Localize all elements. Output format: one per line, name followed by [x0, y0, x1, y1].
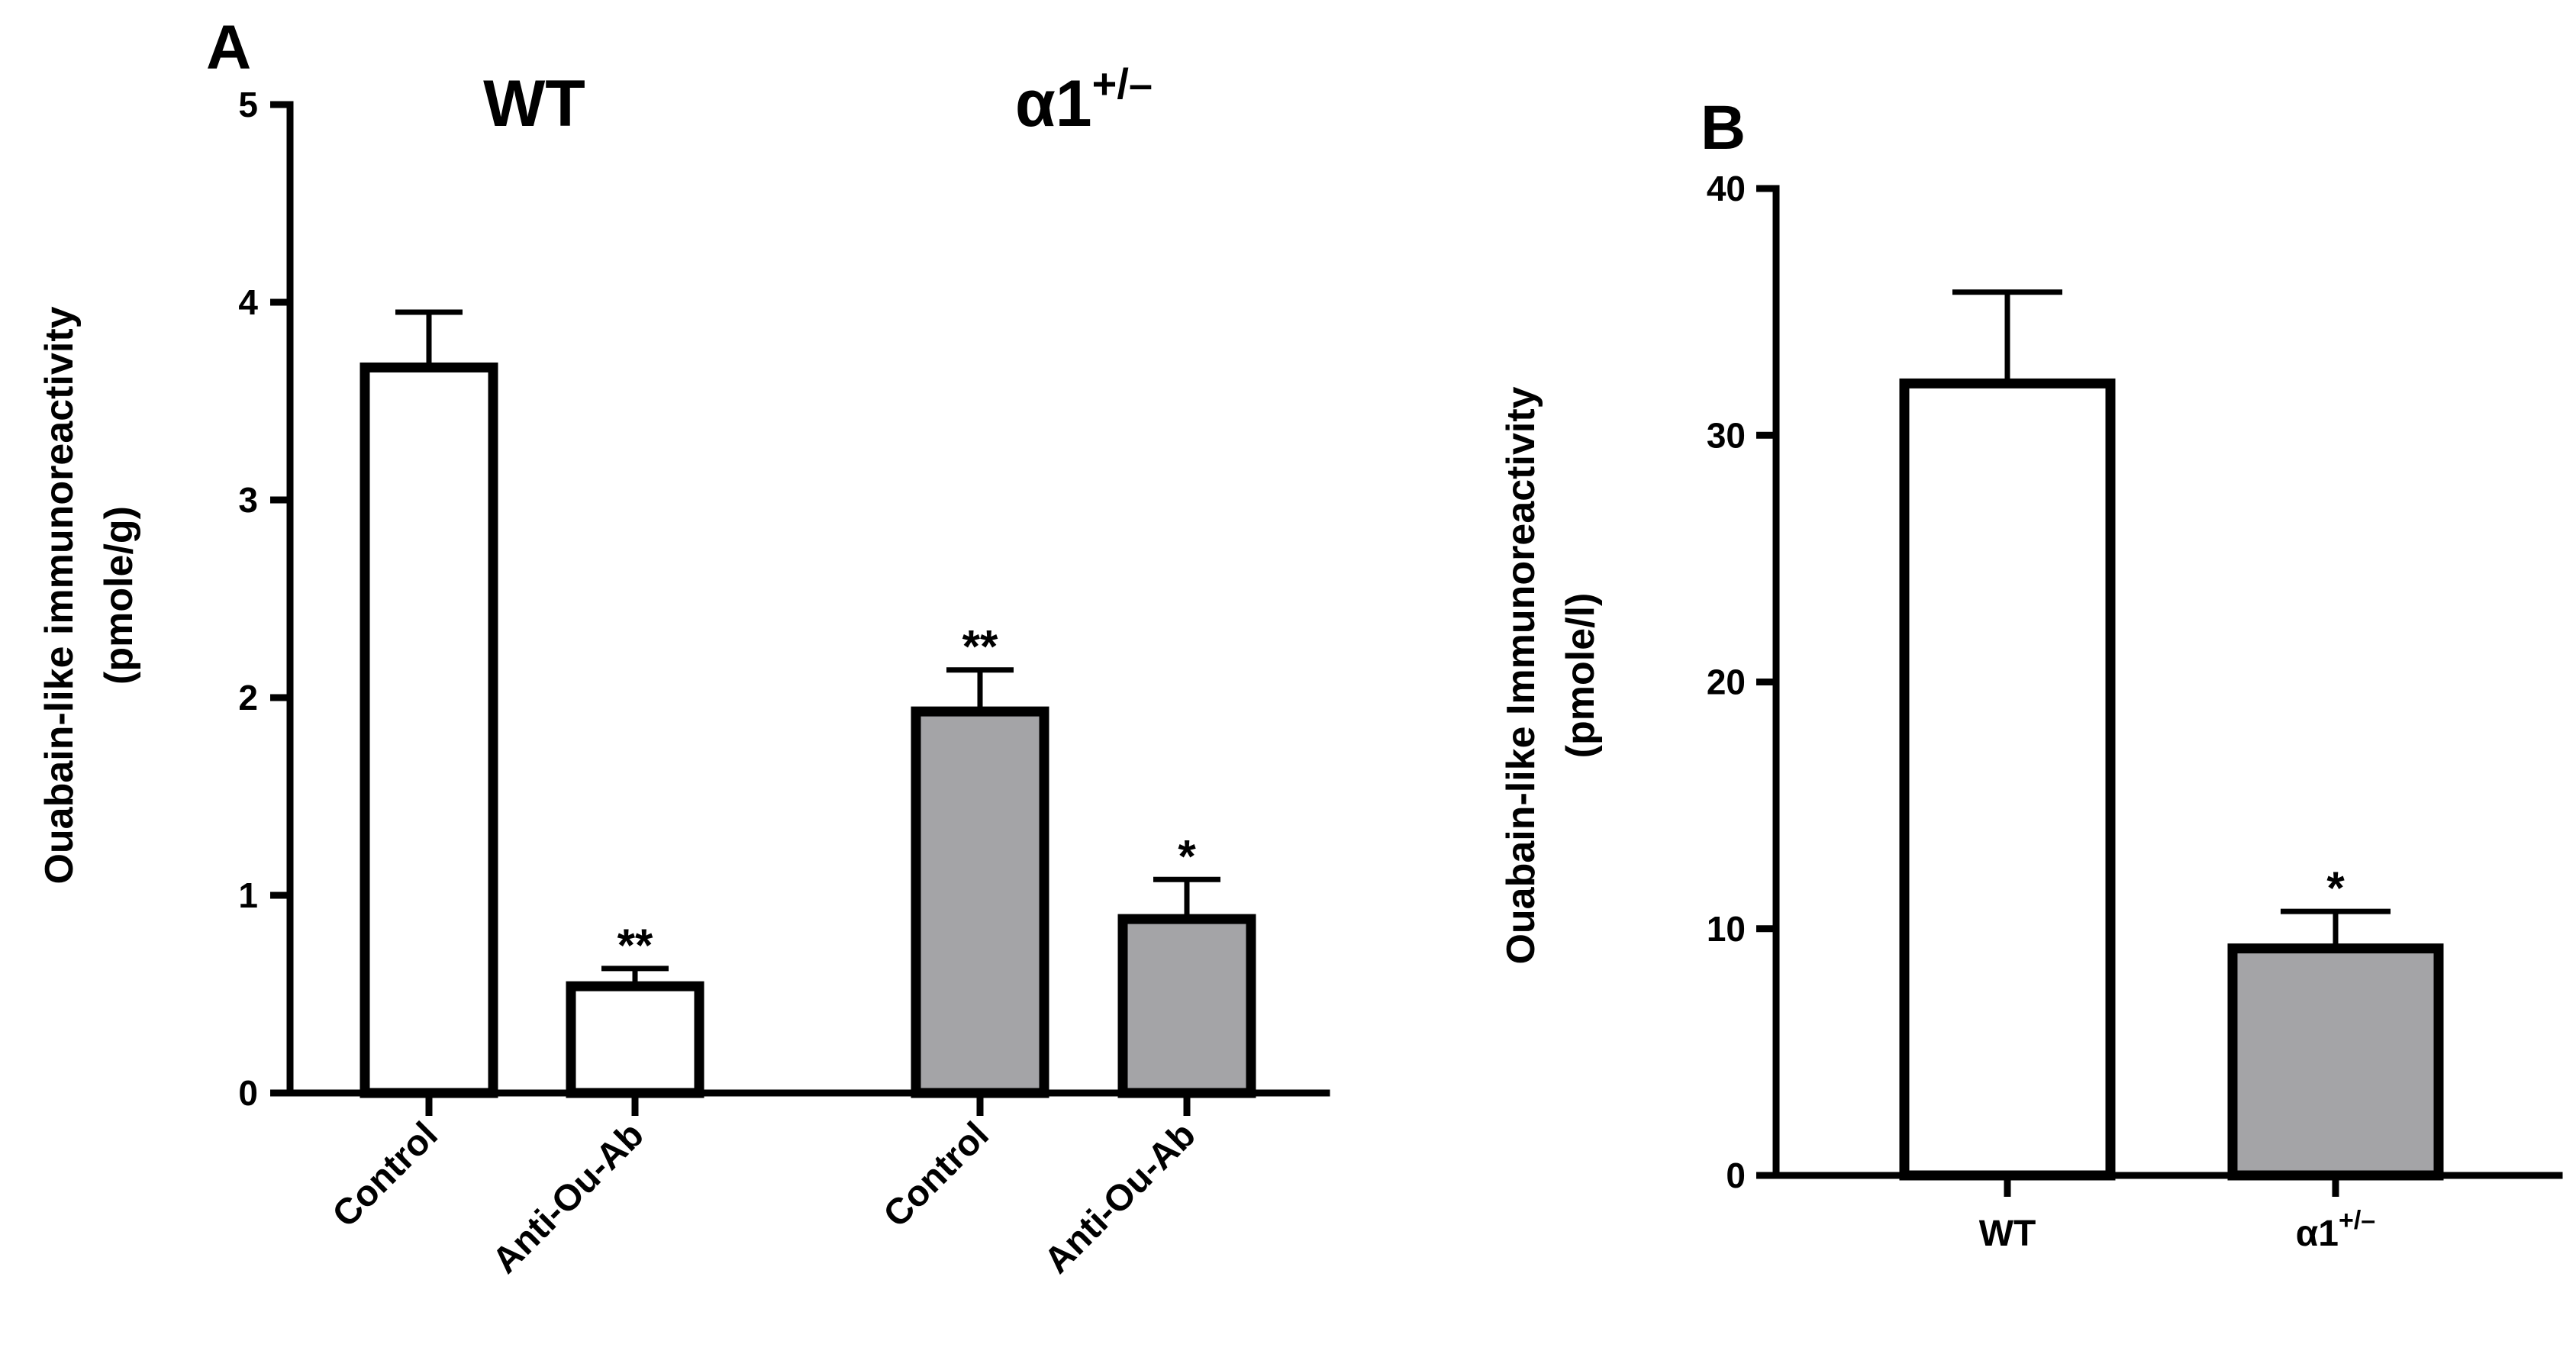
- panel-a-category-label: Control: [325, 1114, 446, 1235]
- panel-a-bar: [359, 362, 498, 1098]
- panel-b-bar: [1899, 378, 2116, 1181]
- panel-b-y-tick-label: 40: [1707, 169, 1746, 208]
- panel-a-bar: [566, 981, 704, 1098]
- panel-b-y-ticks: [1756, 185, 1776, 1179]
- panel-a-y-tick-label: 0: [238, 1073, 258, 1113]
- panel-a-y-tick-label: 4: [238, 282, 258, 322]
- panel-b-category-label: α1+/–: [2296, 1206, 2375, 1254]
- panel-a-y-tick-label: 2: [238, 678, 258, 717]
- panel-a-category-label: Control: [876, 1114, 997, 1235]
- panel-b-letter: B: [1701, 93, 1746, 163]
- panel-a-bar-group: Control: [325, 309, 498, 1235]
- panel-a-bar: [1117, 914, 1256, 1098]
- panel-a-significance: *: [1178, 830, 1196, 882]
- panel-a-y-tick-label: 5: [238, 85, 258, 124]
- panel-a-significance: **: [617, 920, 653, 971]
- panel-b-y-tick-labels: 0 10 20 30 40: [1707, 169, 1746, 1195]
- panel-b-bar-group: WT: [1899, 289, 2116, 1254]
- panel-b-category-label: WT: [1979, 1214, 2036, 1254]
- panel-b-y-axis-label: Ouabain-like Immunoreactivity: [1499, 386, 1543, 964]
- panel-a-bar-group: ** Anti-Ou-Ab: [485, 920, 704, 1282]
- panel-b-y-axis-title: Ouabain-like Immunoreactivity (pmole/l): [1499, 386, 1603, 964]
- panel-a-bar-group: ** Control: [876, 621, 1049, 1235]
- panel-b-y-tick-label: 10: [1707, 909, 1746, 949]
- panel-a-bar-group: * Anti-Ou-Ab: [1037, 830, 1256, 1282]
- panel-a-y-axis-title: Ouabain-like immunoreactivity (pmole/g): [37, 306, 141, 884]
- panel-a-group-title-alpha1: α1+/–: [1015, 60, 1153, 140]
- panel-b-y-tick-label: 0: [1726, 1156, 1746, 1195]
- panel-a-category-label: Anti-Ou-Ab: [1037, 1114, 1203, 1281]
- panel-a-y-axis-unit: (pmole/g): [97, 506, 141, 685]
- panel-b-bar: [2227, 943, 2444, 1181]
- panel-b: B Ouabain-like Immunoreactivity (pmole/l…: [1499, 93, 2563, 1254]
- panel-b-bar-group: * α1+/–: [2227, 862, 2444, 1254]
- panel-b-y-tick-label: 20: [1707, 663, 1746, 702]
- panel-a: A Ouabain-like immunoreactivity (pmole/g…: [37, 13, 1330, 1282]
- panel-a-significance: **: [962, 621, 998, 672]
- panel-a-category-label: Anti-Ou-Ab: [485, 1114, 651, 1281]
- panel-a-bar: [911, 706, 1049, 1098]
- panel-a-y-axis-label: Ouabain-like immunoreactivity: [37, 306, 82, 884]
- panel-a-y-ticks: [270, 101, 290, 1097]
- panel-a-y-tick-labels: 0 1 2 3 4 5: [238, 85, 258, 1113]
- panel-a-y-tick-label: 1: [238, 875, 258, 915]
- panel-b-y-tick-label: 30: [1707, 415, 1746, 455]
- panel-a-letter: A: [206, 13, 251, 82]
- panel-a-group-title-wt: WT: [483, 67, 585, 140]
- panel-b-y-axis-unit: (pmole/l): [1559, 593, 1603, 759]
- panel-b-significance: *: [2326, 862, 2345, 914]
- panel-a-y-tick-label: 3: [238, 480, 258, 520]
